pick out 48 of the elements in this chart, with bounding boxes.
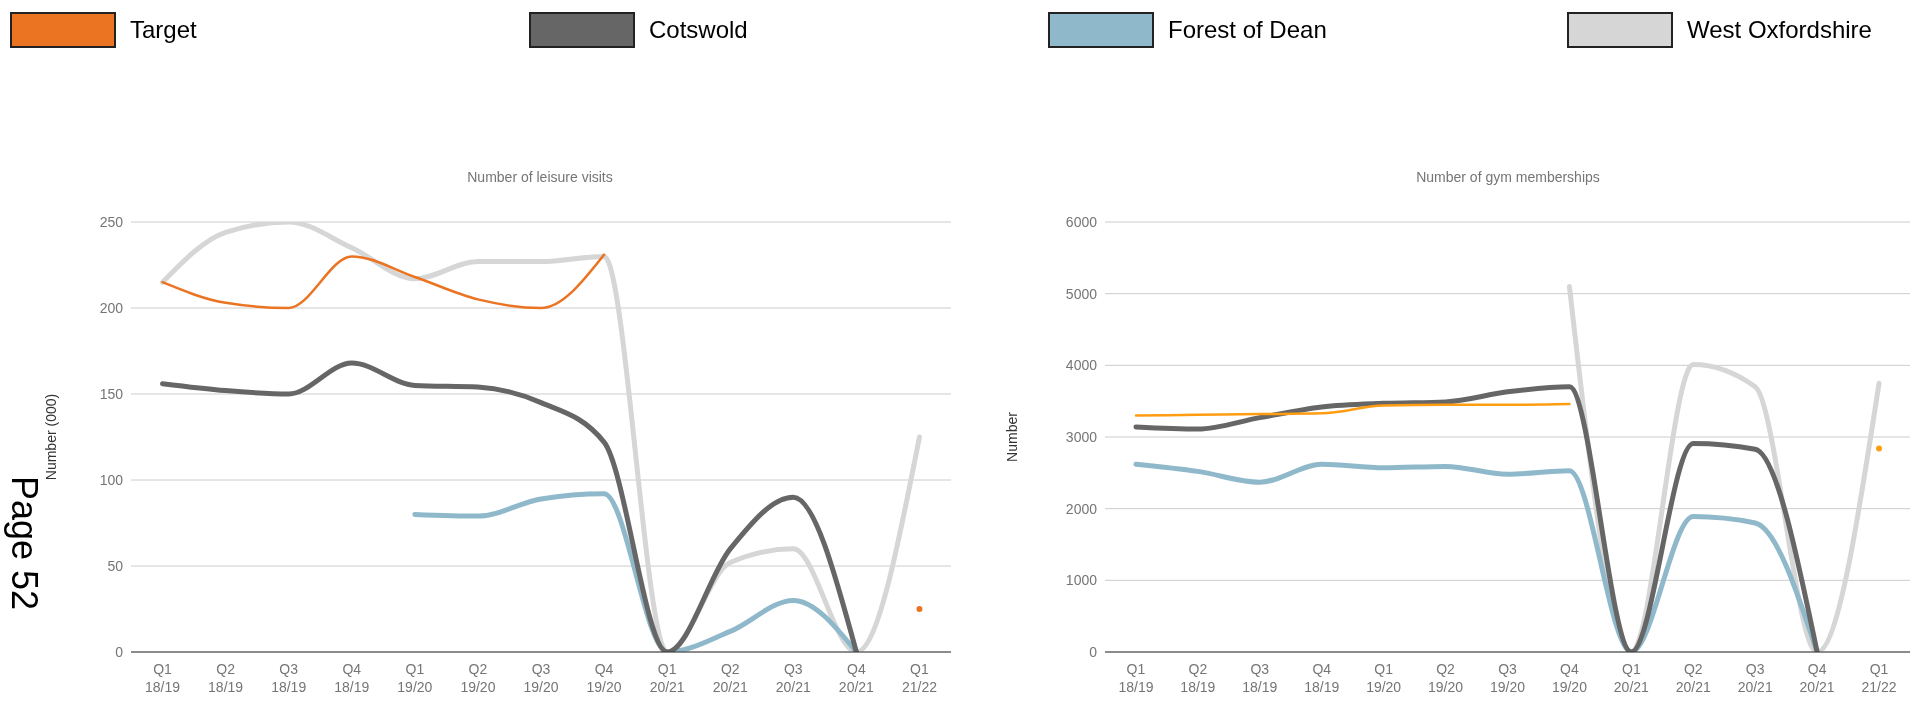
x-tick-label: Q3 18/19 — [271, 661, 307, 695]
x-tick-label: Q3 18/19 — [1242, 661, 1278, 695]
x-tick-label: Q3 20/21 — [775, 661, 812, 695]
x-tick-label: Q1 19/20 — [1366, 661, 1402, 695]
x-tick-label: Q2 19/20 — [1428, 661, 1464, 695]
x-tick-label: Q1 21/22 — [1861, 661, 1897, 695]
x-tick-label: Q3 19/20 — [1489, 661, 1526, 695]
y-tick-label: 3000 — [1065, 428, 1098, 445]
x-tick-label: Q1 21/22 — [901, 661, 938, 695]
x-tick-label: Q2 18/19 — [1180, 661, 1216, 695]
x-tick-label: Q4 19/20 — [586, 661, 622, 695]
y-tick-label: 100 — [99, 471, 124, 488]
y-axis-title: Number (000) — [43, 393, 59, 481]
x-tick-label: Q3 19/20 — [523, 661, 559, 695]
y-tick-label: 5000 — [1065, 285, 1098, 302]
x-tick-label: Q2 18/19 — [208, 661, 244, 695]
x-tick-label: Q4 18/19 — [334, 661, 370, 695]
x-tick-label: Q1 18/19 — [1118, 661, 1154, 695]
x-tick-label: Q2 19/20 — [460, 661, 496, 695]
y-tick-label: 0 — [1089, 643, 1098, 660]
legend-label: Target — [130, 16, 197, 44]
y-axis-title: Number — [1004, 411, 1020, 462]
x-tick-label: Q4 20/21 — [838, 661, 875, 695]
y-tick-label: 250 — [99, 213, 124, 230]
legend-label: Cotswold — [649, 16, 748, 44]
x-tick-label: Q4 20/21 — [1799, 661, 1835, 695]
x-tick-label: Q1 20/21 — [649, 661, 685, 695]
legend-label: West Oxfordshire — [1687, 16, 1872, 44]
y-tick-label: 0 — [115, 643, 124, 660]
x-tick-label: Q2 20/21 — [1675, 661, 1711, 695]
y-tick-label: 2000 — [1065, 500, 1098, 517]
legend-label: Forest of Dean — [1168, 16, 1327, 44]
x-tick-label: Q3 20/21 — [1737, 661, 1773, 695]
y-tick-label: 6000 — [1065, 213, 1098, 230]
x-tick-label: Q1 18/19 — [145, 661, 181, 695]
x-tick-label: Q4 18/19 — [1304, 661, 1340, 695]
y-tick-label: 1000 — [1065, 572, 1098, 589]
text: Page 52 — [4, 475, 46, 611]
x-tick-label: Q1 19/20 — [397, 661, 433, 695]
y-tick-label: 150 — [99, 385, 124, 402]
chart-title: Number of gym memberships — [1416, 169, 1600, 185]
y-tick-label: 4000 — [1065, 357, 1098, 374]
x-tick-label: Q1 20/21 — [1613, 661, 1650, 695]
x-tick-label: Q2 20/21 — [712, 661, 748, 695]
y-tick-label: 50 — [107, 557, 124, 574]
chart-title: Number of leisure visits — [467, 169, 613, 185]
x-tick-label: Q4 19/20 — [1551, 661, 1588, 695]
y-tick-label: 200 — [99, 299, 124, 316]
